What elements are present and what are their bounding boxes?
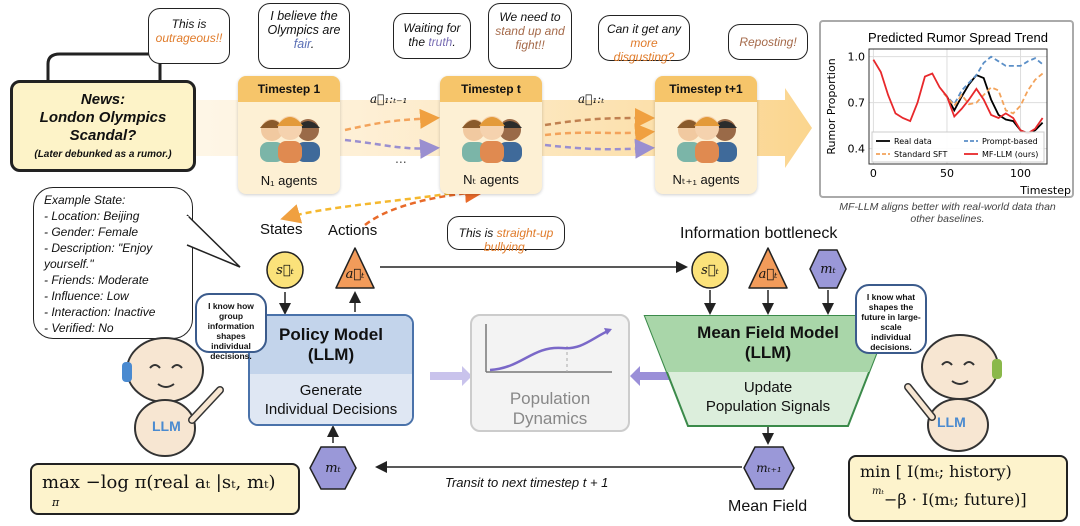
population-curve-icon <box>485 324 612 373</box>
plot-frame <box>868 48 1048 165</box>
agent-count: Nₜ agents <box>463 172 519 187</box>
chart-title: Predicted Rumor Spread Trend <box>868 30 1048 45</box>
mean-field-label: Mean Field <box>728 498 808 515</box>
speech-bubble: We need to stand up and fight!! <box>488 3 572 69</box>
timestep-title: Timestep t+1 <box>655 76 757 102</box>
timestep-card-t-plus-1: Timestep t+1 Nₜ₊₁ agents <box>655 76 757 194</box>
policy-model-box: Policy Model (LLM) Generate Individual D… <box>248 314 414 426</box>
legend-box <box>871 131 1045 163</box>
timestep-card-1: Timestep 1 N₁ agents <box>238 76 340 194</box>
state-circle: s⃗ₜ <box>265 250 305 290</box>
news-note: (Later debunked as a rumor.) <box>34 149 172 160</box>
series-line-mf-llm-ours- <box>872 59 1044 135</box>
timestep-title: Timestep t <box>440 76 542 102</box>
next-mean-field-hexagon: mₜ₊₁ <box>742 445 796 491</box>
y-tick-label: 0.7 <box>848 97 866 110</box>
y-axis-label: Rumor Proportion <box>825 58 838 154</box>
policy-model-description: Generate Individual Decisions <box>250 374 412 424</box>
y-tick-label: 1.0 <box>848 51 866 64</box>
population-dynamics-label: Population Dynamics <box>509 389 591 428</box>
population-dynamics-box: Population Dynamics <box>470 314 630 432</box>
mean-field-model-shape <box>643 315 893 427</box>
speech-bubble: I believe the Olympics are fair. <box>258 3 350 69</box>
ellipsis: ... <box>395 150 407 166</box>
timestep-card-t: Timestep t Nₜ agents <box>440 76 542 194</box>
mean-field-objective-formula: min [ I(mₜ; history) mₜ −β · I(mₜ; futur… <box>848 455 1068 522</box>
arrow-label-actions-history: a⃗₁:ₜ₋₁ <box>370 92 408 106</box>
legend-entry: Prompt-based <box>982 137 1038 146</box>
timestep-title: Timestep 1 <box>238 76 340 102</box>
x-tick-label: 100 <box>1010 167 1031 180</box>
news-box: News: London Olympics Scandal? (Later de… <box>10 80 196 172</box>
information-bottleneck-label: Information bottleneck <box>680 225 838 242</box>
legend-entry: Standard SFT <box>894 150 947 159</box>
example-state-bubble: Example State: - Location: Beijing - Gende… <box>33 187 193 339</box>
x-axis-label: Timestep <box>1019 184 1071 196</box>
chart-panel: Predicted Rumor Spread Trend 0 50 100 0.4 0.7… <box>819 20 1074 198</box>
series-line-standard-sft <box>943 72 1044 115</box>
x-tick-label: 0 <box>870 167 877 180</box>
agent-count: Nₜ₊₁ agents <box>672 172 740 187</box>
speech-bubble: Can it get any more disgusting? <box>598 15 690 64</box>
news-title: News: London Olympics Scandal? <box>39 91 167 144</box>
series-line-real-data <box>943 74 1044 135</box>
agents-group-icon <box>462 116 522 163</box>
mean-field-model-description: Update Population Signals <box>705 379 831 415</box>
mean-field-model-title: Mean Field Model (LLM) <box>697 323 839 362</box>
mean-field-hexagon: mₜ <box>808 248 848 290</box>
rumor-spread-chart: Predicted Rumor Spread Trend 0 50 100 0.4 0.7… <box>825 30 1071 197</box>
transit-label: Transit to next timestep t + 1 <box>445 475 609 490</box>
series-line-prompt-based <box>943 55 1044 106</box>
action-triangle: a⃗ₜ <box>747 246 789 290</box>
bullying-bubble: This is straight-up bullying. <box>447 216 565 254</box>
x-tick-label: 50 <box>940 167 954 180</box>
speech-bubble: Waiting for the truth. <box>393 13 471 59</box>
arrow-label-actions: a⃗₁:ₜ <box>578 92 605 106</box>
robot-right-bubble: I know what shapes the future in large-s… <box>855 284 927 354</box>
robot-left-bubble: I know how group information shapes indi… <box>195 293 267 361</box>
policy-model-title: Policy Model (LLM) <box>250 316 412 374</box>
speech-bubble: Reposting! <box>728 24 808 60</box>
legend-entry: MF-LLM (ours) <box>982 150 1038 159</box>
robot-right-icon <box>904 334 1002 452</box>
actions-label: Actions <box>328 222 378 239</box>
chart-caption: MF-LLM aligns better with real-world dat… <box>839 201 1056 225</box>
speech-bubble: This is outrageous!! <box>148 8 230 64</box>
robot-badge: LLM <box>937 414 966 430</box>
states-label: States <box>260 221 303 238</box>
y-tick-label: 0.4 <box>848 143 866 156</box>
agent-count: N₁ agents <box>260 173 318 188</box>
bubble-tail <box>185 214 241 268</box>
robot-badge: LLM <box>152 418 181 434</box>
agents-group-icon <box>677 116 737 163</box>
mean-field-hexagon: mₜ <box>308 445 358 491</box>
policy-objective-formula: max −log π(real aₜ |sₜ, mₜ) π <box>30 463 300 515</box>
action-triangle: a⃗ₜ <box>334 246 376 290</box>
legend-entry: Real data <box>894 137 932 146</box>
state-circle: s⃗ₜ <box>690 250 730 290</box>
agents-group-icon <box>260 116 320 163</box>
robot-left-icon <box>122 337 224 457</box>
